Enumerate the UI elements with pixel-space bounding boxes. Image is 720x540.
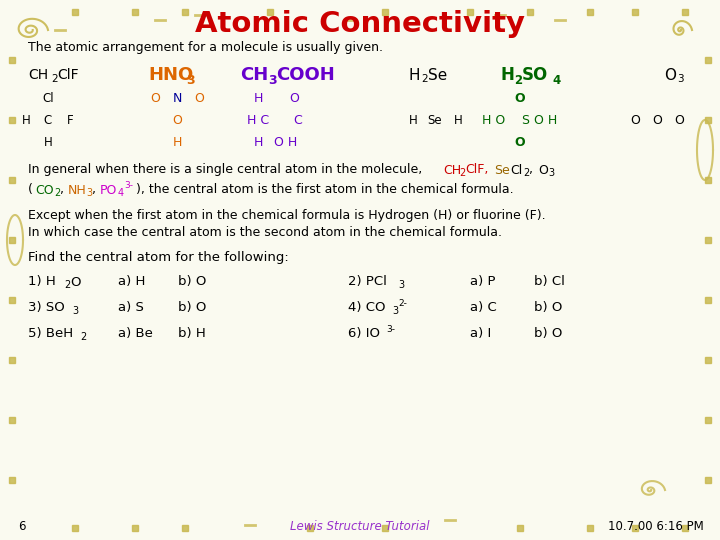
Text: O: O <box>630 113 640 126</box>
Text: (: ( <box>28 184 33 197</box>
Text: H: H <box>253 91 263 105</box>
Text: HNO: HNO <box>148 66 193 84</box>
Text: ,: , <box>529 164 533 177</box>
Text: 3: 3 <box>398 280 404 291</box>
Text: O: O <box>515 91 526 105</box>
Text: H: H <box>253 136 263 148</box>
Text: a) S: a) S <box>118 301 144 314</box>
Text: 3-: 3- <box>386 326 395 334</box>
Text: 6) IO: 6) IO <box>348 327 380 341</box>
Text: 3-: 3- <box>124 181 133 191</box>
Text: Cl: Cl <box>42 91 54 105</box>
Text: H: H <box>22 113 30 126</box>
Text: O: O <box>289 91 299 105</box>
Text: O H: O H <box>534 113 557 126</box>
Text: 2: 2 <box>523 168 529 178</box>
Text: 3: 3 <box>186 73 194 86</box>
Text: C: C <box>294 113 302 126</box>
Text: b) H: b) H <box>178 327 206 341</box>
Text: Atomic Connectivity: Atomic Connectivity <box>195 10 525 38</box>
Text: H: H <box>500 66 514 84</box>
Text: b) O: b) O <box>534 301 562 314</box>
Text: a) I: a) I <box>470 327 491 341</box>
Text: Lewis Structure Tutorial: Lewis Structure Tutorial <box>290 519 430 532</box>
Text: 2: 2 <box>51 74 58 84</box>
Text: N: N <box>172 91 181 105</box>
Text: 3) SO: 3) SO <box>28 301 65 314</box>
Text: a) P: a) P <box>470 275 495 288</box>
Text: Cl: Cl <box>510 164 522 177</box>
Text: 5) BeH: 5) BeH <box>28 327 73 341</box>
Text: H: H <box>409 113 418 126</box>
Text: O: O <box>515 136 526 148</box>
Text: a) C: a) C <box>470 301 497 314</box>
Text: 2: 2 <box>80 333 86 342</box>
Text: CH: CH <box>443 164 461 177</box>
Text: 3: 3 <box>86 188 92 198</box>
Text: CH: CH <box>28 68 48 82</box>
Text: ClF,: ClF, <box>465 164 488 177</box>
Text: O: O <box>674 113 684 126</box>
Text: 4: 4 <box>552 73 560 86</box>
Text: b) O: b) O <box>178 275 207 288</box>
Text: 10.7.00 6:16 PM: 10.7.00 6:16 PM <box>608 519 704 532</box>
Text: 2: 2 <box>514 73 522 86</box>
Text: In which case the central atom is the second atom in the chemical formula.: In which case the central atom is the se… <box>28 226 502 239</box>
Text: O H: O H <box>274 136 297 148</box>
Text: In general when there is a single central atom in the molecule,: In general when there is a single centra… <box>28 164 422 177</box>
Text: CH: CH <box>240 66 269 84</box>
Text: ,: , <box>60 184 64 197</box>
Text: 2: 2 <box>54 188 60 198</box>
Text: O: O <box>150 91 160 105</box>
Text: O: O <box>664 68 676 83</box>
Text: a) Be: a) Be <box>118 327 153 341</box>
Text: H: H <box>454 113 462 126</box>
Text: CO: CO <box>35 184 53 197</box>
Text: COOH: COOH <box>276 66 335 84</box>
Text: O: O <box>538 164 548 177</box>
Text: a) H: a) H <box>118 275 145 288</box>
Text: Se: Se <box>428 113 442 126</box>
Text: 3: 3 <box>392 307 398 316</box>
Text: 2: 2 <box>421 74 428 84</box>
Text: Except when the first atom in the chemical formula is Hydrogen (H) or fluorine (: Except when the first atom in the chemic… <box>28 208 546 221</box>
Text: 2) PCl: 2) PCl <box>348 275 387 288</box>
Text: O: O <box>652 113 662 126</box>
Text: 6: 6 <box>18 519 25 532</box>
Text: 4: 4 <box>118 188 124 198</box>
Text: PO: PO <box>100 184 117 197</box>
Text: O: O <box>70 275 81 288</box>
Text: 3: 3 <box>72 307 78 316</box>
Text: Find the central atom for the following:: Find the central atom for the following: <box>28 252 289 265</box>
Text: ), the central atom is the first atom in the chemical formula.: ), the central atom is the first atom in… <box>136 184 513 197</box>
Text: Se: Se <box>428 68 447 83</box>
Text: S: S <box>521 113 529 126</box>
Text: b) Cl: b) Cl <box>534 275 565 288</box>
Text: 3: 3 <box>677 74 683 84</box>
Text: O: O <box>172 113 182 126</box>
Text: F: F <box>67 113 73 126</box>
Text: b) O: b) O <box>178 301 207 314</box>
Text: SO: SO <box>522 66 548 84</box>
Text: H: H <box>172 136 181 148</box>
Text: H C: H C <box>247 113 269 126</box>
Text: 2: 2 <box>64 280 71 291</box>
Text: 1) H: 1) H <box>28 275 55 288</box>
Text: 4) CO: 4) CO <box>348 301 385 314</box>
Text: NH: NH <box>68 184 86 197</box>
Text: O: O <box>194 91 204 105</box>
Text: 3: 3 <box>548 168 554 178</box>
Text: 3: 3 <box>268 73 276 86</box>
Text: ClF: ClF <box>57 68 78 82</box>
Text: H: H <box>408 68 420 83</box>
Text: H O: H O <box>482 113 505 126</box>
Text: C: C <box>44 113 52 126</box>
Text: 2: 2 <box>459 168 465 178</box>
Text: 2-: 2- <box>398 300 407 308</box>
Text: The atomic arrangement for a molecule is usually given.: The atomic arrangement for a molecule is… <box>28 42 383 55</box>
Text: Se: Se <box>494 164 510 177</box>
Text: ,: , <box>92 184 96 197</box>
Text: b) O: b) O <box>534 327 562 341</box>
Text: H: H <box>44 136 53 148</box>
